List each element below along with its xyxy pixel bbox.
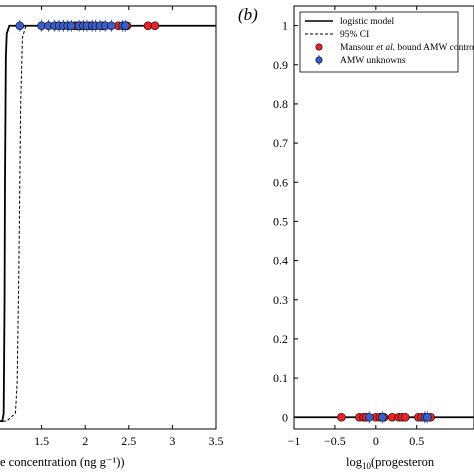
panel-b-label: (b) [238,5,258,24]
x-label-log: log [346,455,363,469]
x-label-subscript: 10 [362,461,372,471]
legend-blue-dot-marker [315,56,323,64]
unknown-point-blue [364,412,374,422]
y-tick-label: 0 [282,410,288,424]
x-tick-label: 1.5 [34,434,49,448]
x-tick-label: −0.5 [324,434,346,448]
panel-a-x-ticks: 1.5 2 2.5 3 3.5 [34,6,224,448]
panel-a-points [15,19,160,32]
x-tick-label: 0 [373,434,379,448]
logistic-model-line [0,24,216,422]
legend-95-ci: 95% CI [340,30,369,40]
control-point-red [337,412,346,422]
control-point-red [150,21,160,31]
y-tick-label: 0.4 [273,254,288,268]
x-tick-label: 2.5 [121,434,136,448]
panel-b-points [337,411,435,424]
x-tick-label: 3.5 [209,434,224,448]
panel-b-x-axis-label: log10(progesteron [346,455,435,471]
legend-mansour-controls: Mansour et al. bound AMW controls [340,43,474,53]
legend: logistic model 95% CI Mansour et al. bou… [299,11,474,73]
unknown-point-blue [15,21,25,31]
unknown-point-blue [107,21,116,31]
y-tick-label: 0.7 [273,136,288,150]
y-tick-label: 0.9 [273,58,288,72]
y-tick-label: 0.3 [273,293,288,307]
unknown-point-blue [66,21,76,31]
legend-box [299,11,459,73]
control-point-red [400,412,410,422]
panel-b-frame [293,5,474,430]
x-tick-label: −1 [288,434,301,448]
x-tick-label: 2 [82,434,88,448]
ci-95-dashed-line [0,25,216,422]
unknown-point-blue [423,412,432,422]
y-tick-label: 0.6 [273,175,288,189]
panel-a-series [0,24,216,422]
x-tick-label: 0.5 [409,434,424,448]
panel-a-x-axis-label: e concentration (ng g⁻¹)) [0,455,125,469]
y-tick-label: 0.8 [273,97,288,111]
y-tick-label: 1 [282,19,288,33]
x-label-rest: (progesteron [371,455,435,469]
panel-b: (b) −1 −0.5 0 0.5 0 0.1 0.2 0.3 0.4 0.5 0.6 0.7 0.8 0… [238,5,474,471]
panel-a-frame [0,5,217,430]
unknown-point-blue [121,21,130,31]
panel-b-ticks: −1 −0.5 0 0.5 0 0.1 0.2 0.3 0.4 0.5 0.6 0.7 0.8 0.9 1 [273,6,424,448]
panel-a: 1.5 2 2.5 3 3.5 e concentration (ng g⁻¹)) [0,5,224,469]
legend-logistic-model: logistic model [340,17,394,27]
unknown-point-blue [378,412,387,422]
y-tick-label: 0.5 [273,214,288,228]
x-tick-label: 3 [169,434,175,448]
legend-red-dot-marker [315,43,323,51]
legend-amw-unknowns: AMW unknowns [340,56,406,66]
y-tick-label: 0.1 [273,371,288,385]
y-tick-label: 0.2 [273,332,288,346]
